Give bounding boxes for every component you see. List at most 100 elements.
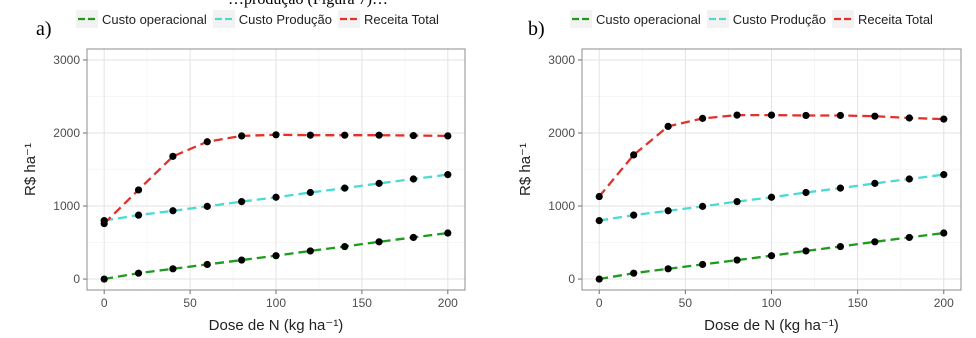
legend-item-receita-total: Receita Total xyxy=(338,10,439,28)
data-point-custo-producao xyxy=(802,188,810,197)
x-tick-label: 50 xyxy=(183,296,197,310)
x-tick-label: 200 xyxy=(934,296,954,310)
data-point-receita-total xyxy=(409,131,418,140)
legend-label-custo-producao: Custo Produção xyxy=(238,11,333,27)
panel-label-b: b) xyxy=(528,18,545,40)
data-point-receita-total xyxy=(595,192,603,201)
legend-item-custo-operacional: Custo operacional xyxy=(76,10,207,28)
legend-a: Custo operacional Custo Produção Receita T… xyxy=(76,8,445,30)
data-point-custo-producao xyxy=(733,198,741,206)
y-tick-label: 0 xyxy=(73,272,80,286)
legend-item-receita-total: Receita Total xyxy=(832,10,933,28)
legend-key-custo-operacional xyxy=(570,10,592,28)
grid xyxy=(87,49,465,290)
legend-key-custo-operacional xyxy=(76,10,98,28)
legend-label-custo-producao: Custo Produção xyxy=(732,11,827,27)
x-tick-label: 150 xyxy=(352,296,372,310)
x-axis-title: Dose de N (kg ha⁻¹) xyxy=(209,317,344,334)
data-point-receita-total xyxy=(836,111,845,120)
x-tick-label: 100 xyxy=(761,296,781,310)
data-point-receita-total xyxy=(238,132,246,140)
data-point-custo-producao xyxy=(409,175,418,183)
data-point-custo-operacional xyxy=(871,238,879,246)
data-point-custo-producao xyxy=(595,217,603,225)
data-point-custo-operacional xyxy=(409,233,418,242)
x-tick-label: 100 xyxy=(266,296,286,310)
data-point-custo-producao xyxy=(444,171,452,179)
data-point-receita-total xyxy=(203,138,211,146)
x-tick-label: 150 xyxy=(848,296,868,310)
data-point-receita-total xyxy=(664,122,672,131)
data-point-custo-producao xyxy=(630,211,638,219)
data-point-custo-producao xyxy=(272,193,280,201)
data-point-receita-total xyxy=(905,114,913,122)
data-point-receita-total xyxy=(698,114,707,122)
data-point-receita-total xyxy=(375,131,383,139)
legend-key-custo-producao xyxy=(706,10,729,28)
data-point-receita-total xyxy=(802,111,810,120)
legend-label-receita-total: Receita Total xyxy=(364,11,439,27)
data-point-custo-operacional xyxy=(595,275,603,283)
data-point-custo-operacional xyxy=(203,260,211,269)
x-tick-label: 0 xyxy=(101,296,108,310)
plot-border xyxy=(581,48,962,291)
y-tick-label: 3000 xyxy=(53,53,80,67)
y-tick-label: 3000 xyxy=(548,53,575,67)
data-point-receita-total xyxy=(940,115,948,123)
data-point-custo-operacional xyxy=(664,265,672,273)
legend-key-receita-total xyxy=(338,10,361,28)
data-point-custo-operacional xyxy=(698,260,707,269)
legend-label-custo-operacional: Custo operacional xyxy=(596,11,701,27)
legend-b: Custo operacional Custo Produção Receita T… xyxy=(570,8,939,30)
legend-label-receita-total: Receita Total xyxy=(858,11,933,27)
data-point-custo-operacional xyxy=(940,229,948,237)
data-point-receita-total xyxy=(871,112,879,120)
data-point-custo-operacional xyxy=(375,238,383,246)
data-point-custo-operacional xyxy=(100,275,108,283)
data-point-receita-total xyxy=(134,186,143,194)
data-point-receita-total xyxy=(733,111,741,119)
data-point-custo-producao xyxy=(306,188,314,197)
data-point-custo-operacional xyxy=(836,242,845,251)
data-point-custo-producao xyxy=(664,207,672,215)
y-axis-title: R$ ha⁻¹ xyxy=(22,143,39,196)
legend-item-custo-producao: Custo Produção xyxy=(706,10,827,28)
x-tick-label: 50 xyxy=(679,296,693,310)
x-tick-label: 200 xyxy=(438,296,458,310)
data-point-custo-operacional xyxy=(169,265,177,273)
data-point-receita-total xyxy=(306,131,314,139)
y-axis-title: R$ ha⁻¹ xyxy=(517,143,534,196)
y-tick-label: 1000 xyxy=(548,199,575,213)
data-point-custo-operacional xyxy=(272,252,280,260)
y-tick-label: 0 xyxy=(568,272,575,286)
data-point-custo-producao xyxy=(169,207,177,215)
data-point-custo-producao xyxy=(238,198,246,206)
y-tick-label: 2000 xyxy=(53,126,80,140)
x-tick-label: 0 xyxy=(596,296,603,310)
data-point-custo-producao xyxy=(940,171,948,179)
x-axis-title: Dose de N (kg ha⁻¹) xyxy=(704,317,839,334)
data-point-receita-total xyxy=(630,151,638,159)
data-point-custo-operacional xyxy=(444,229,452,237)
data-point-custo-operacional xyxy=(341,242,349,251)
data-point-custo-operacional xyxy=(802,247,810,255)
data-point-custo-producao xyxy=(698,202,707,210)
data-point-custo-operacional xyxy=(134,269,143,277)
data-point-custo-operacional xyxy=(767,252,776,260)
legend-key-receita-total xyxy=(832,10,855,28)
legend-item-custo-operacional: Custo operacional xyxy=(570,10,701,28)
data-point-custo-operacional xyxy=(306,247,314,255)
legend-item-custo-producao: Custo Produção xyxy=(212,10,333,28)
data-point-custo-producao xyxy=(767,193,776,201)
data-point-receita-total xyxy=(169,152,177,160)
y-tick-label: 1000 xyxy=(53,199,80,213)
legend-label-custo-operacional: Custo operacional xyxy=(102,11,207,27)
panel-label-a: a) xyxy=(36,18,52,40)
data-point-custo-operacional xyxy=(630,269,638,277)
data-point-custo-operacional xyxy=(733,256,741,264)
data-point-receita-total xyxy=(341,131,349,139)
data-point-receita-total xyxy=(272,131,280,139)
plot-border xyxy=(86,48,466,291)
